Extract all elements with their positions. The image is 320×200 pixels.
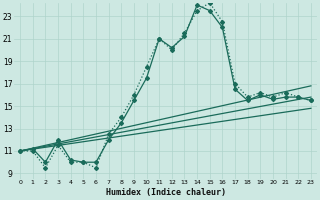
X-axis label: Humidex (Indice chaleur): Humidex (Indice chaleur)	[106, 188, 226, 197]
